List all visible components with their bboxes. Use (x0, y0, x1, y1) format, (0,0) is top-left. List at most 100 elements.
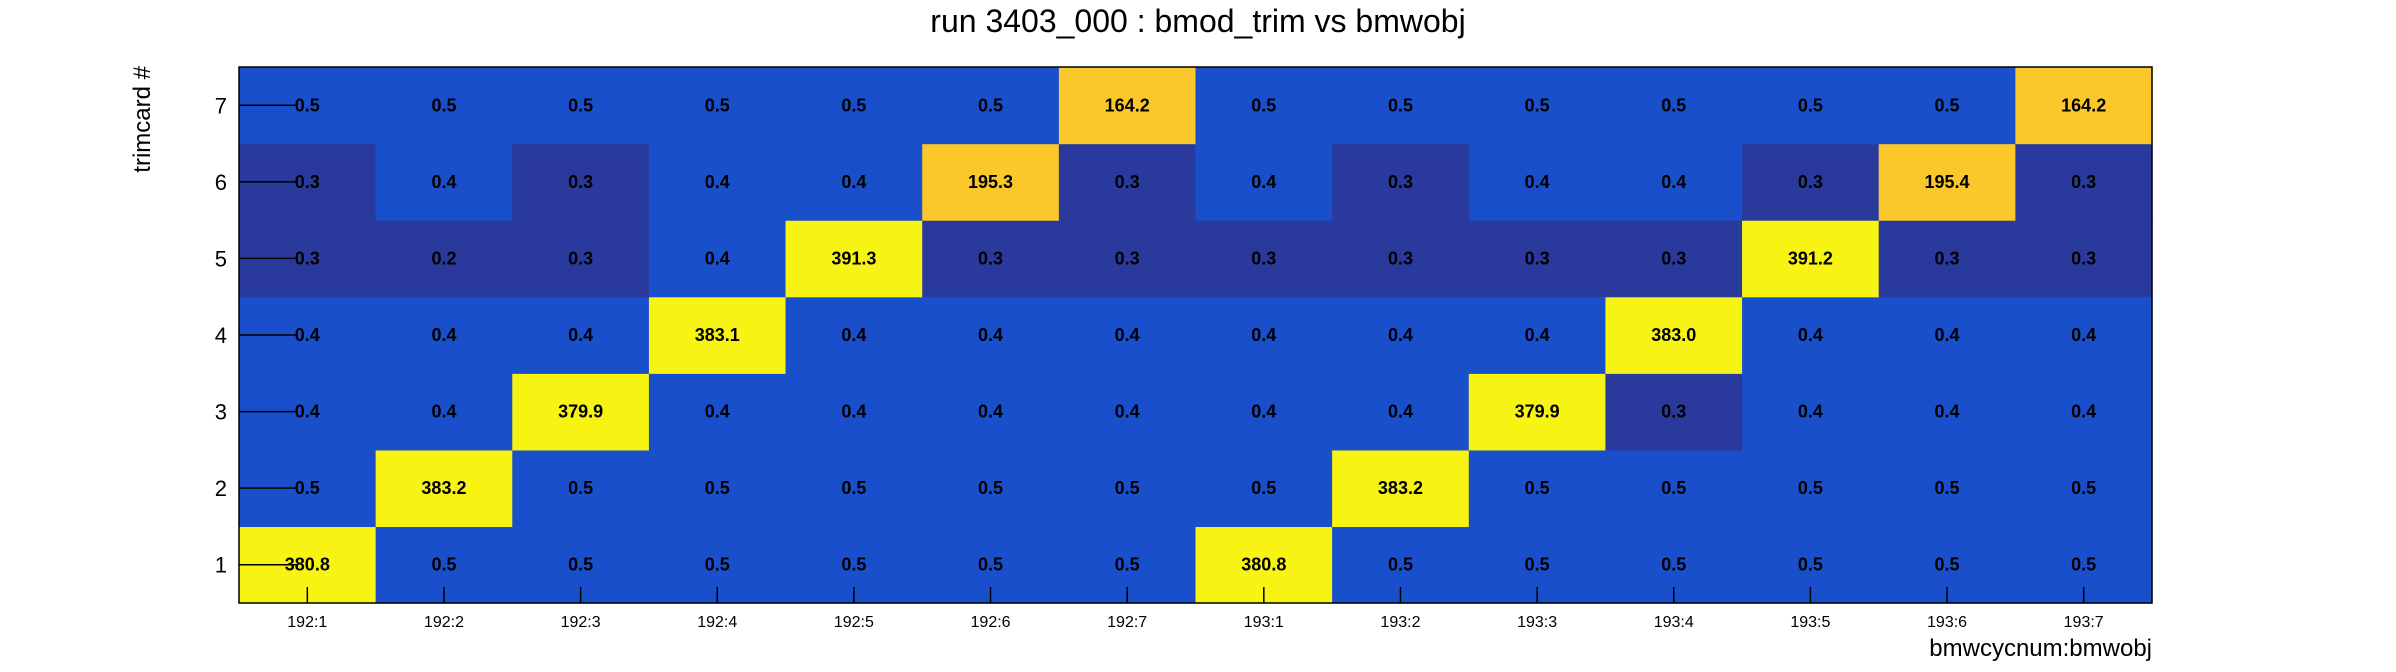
cell-value-label: 0.5 (295, 478, 320, 498)
heatmap-cell (922, 449, 1060, 528)
heatmap-cell (2015, 220, 2153, 298)
heatmap-cell (1332, 373, 1470, 451)
heatmap-cell (2015, 67, 2153, 145)
cell-value-label: 0.3 (568, 248, 593, 268)
cell-value-label: 380.8 (1241, 555, 1286, 575)
cell-value-label: 0.3 (1661, 248, 1686, 268)
heatmap-cell (1878, 220, 2016, 298)
cell-value-label: 383.2 (421, 478, 466, 498)
y-tick-label: 7 (215, 93, 227, 118)
heatmap-cell (1468, 449, 1607, 528)
heatmap-cell (512, 373, 650, 451)
heatmap-cell (1605, 67, 1743, 145)
heatmap-cell (1195, 67, 1333, 145)
heatmap-cell (1195, 143, 1333, 221)
x-tick-label: 193:7 (2064, 614, 2104, 631)
cell-value-label: 0.4 (295, 325, 320, 345)
cell-value-label: 0.5 (978, 555, 1003, 575)
cell-value-label: 0.4 (1388, 402, 1413, 422)
y-tick-label: 4 (215, 323, 227, 348)
heatmap-cell (512, 143, 650, 221)
heatmap-cell (922, 220, 1060, 298)
cell-value-label: 0.5 (1115, 478, 1140, 498)
cell-value-label: 0.5 (568, 478, 593, 498)
cell-value-label: 0.5 (1525, 478, 1550, 498)
cell-value-label: 0.5 (1935, 555, 1960, 575)
heatmap-cell (785, 143, 923, 221)
cell-value-label: 0.5 (705, 95, 730, 115)
heatmap-cell (1605, 449, 1743, 528)
heatmap-cell (2015, 373, 2153, 451)
heatmap-cell (1878, 449, 2016, 528)
cell-value-label: 0.3 (1525, 248, 1550, 268)
x-tick-label: 192:1 (287, 614, 327, 631)
heatmap-cell (648, 449, 787, 528)
cell-value-label: 391.3 (831, 248, 876, 268)
x-tick-label: 192:6 (971, 614, 1011, 631)
heatmap-cell (1468, 296, 1607, 374)
cell-value-label: 0.5 (2071, 555, 2096, 575)
heatmap-cell (512, 296, 650, 374)
heatmap-cell (922, 296, 1060, 374)
y-axis-ticks: 1 2 3 4 5 6 7 (215, 93, 297, 578)
heatmap-cell (648, 220, 787, 298)
cell-value-label: 0.5 (1798, 555, 1823, 575)
x-tick-label: 192:7 (1107, 614, 1147, 631)
cell-value-label: 0.4 (1388, 325, 1413, 345)
heatmap-cell (1332, 67, 1470, 145)
cell-value-label: 0.5 (705, 478, 730, 498)
cell-value-label: 0.5 (1935, 95, 1960, 115)
heatmap-cell (1332, 143, 1470, 221)
heatmap-cell (375, 449, 513, 528)
cell-value-label: 0.4 (978, 402, 1003, 422)
cell-value-label: 0.5 (841, 478, 866, 498)
heatmap-cells (239, 67, 2153, 604)
heatmap-cell (375, 220, 513, 298)
cell-value-label: 0.3 (2071, 172, 2096, 192)
heatmap-cell (1058, 296, 1197, 374)
cell-value-label: 0.4 (1661, 172, 1686, 192)
cell-value-label: 383.0 (1651, 325, 1696, 345)
cell-value-label: 0.5 (1798, 95, 1823, 115)
heatmap-cell (1605, 143, 1743, 221)
cell-value-label: 0.4 (1251, 172, 1276, 192)
cell-value-label: 0.5 (1525, 95, 1550, 115)
heatmap-cell (1332, 296, 1470, 374)
cell-value-label: 383.2 (1378, 478, 1423, 498)
cell-value-label: 379.9 (558, 402, 603, 422)
cell-value-label: 383.1 (695, 325, 740, 345)
heatmap-cell (1742, 143, 1880, 221)
cell-value-label: 0.5 (841, 555, 866, 575)
heatmap-cell (1332, 220, 1470, 298)
cell-value-label: 0.5 (1661, 478, 1686, 498)
heatmap-cell (1058, 449, 1197, 528)
cell-value-label: 0.5 (568, 95, 593, 115)
heatmap-cell (375, 143, 513, 221)
cell-value-label: 391.2 (1788, 248, 1833, 268)
heatmap-cell (512, 220, 650, 298)
heatmap-cell (648, 373, 787, 451)
cell-value-label: 0.2 (431, 248, 456, 268)
y-tick-label: 5 (215, 246, 227, 271)
cell-value-label: 195.3 (968, 172, 1013, 192)
heatmap-cell (1742, 373, 1880, 451)
heatmap-cell (1195, 220, 1333, 298)
heatmap-cell-labels: 380.8 0.5 0.5 0.5 0.5 0.5 0.5 380.8 0.5 0.5 0.5 0.5… (285, 95, 2106, 574)
heatmap-cell (1742, 67, 1880, 145)
cell-value-label: 0.4 (431, 402, 456, 422)
heatmap-cell (1742, 449, 1880, 528)
heatmap-cell (785, 220, 923, 298)
cell-value-label: 0.4 (841, 172, 866, 192)
cell-value-label: 0.4 (978, 325, 1003, 345)
heatmap-cell (922, 143, 1060, 221)
y-axis-title: trimcard # (129, 65, 156, 172)
cell-value-label: 0.5 (2071, 478, 2096, 498)
cell-value-label: 0.5 (978, 95, 1003, 115)
cell-value-label: 0.3 (1798, 172, 1823, 192)
cell-value-label: 0.5 (1251, 478, 1276, 498)
heatmap-cell (375, 296, 513, 374)
cell-value-label: 0.3 (1935, 248, 1960, 268)
cell-value-label: 0.3 (295, 248, 320, 268)
cell-value-label: 0.5 (978, 478, 1003, 498)
cell-value-label: 0.3 (1115, 172, 1140, 192)
